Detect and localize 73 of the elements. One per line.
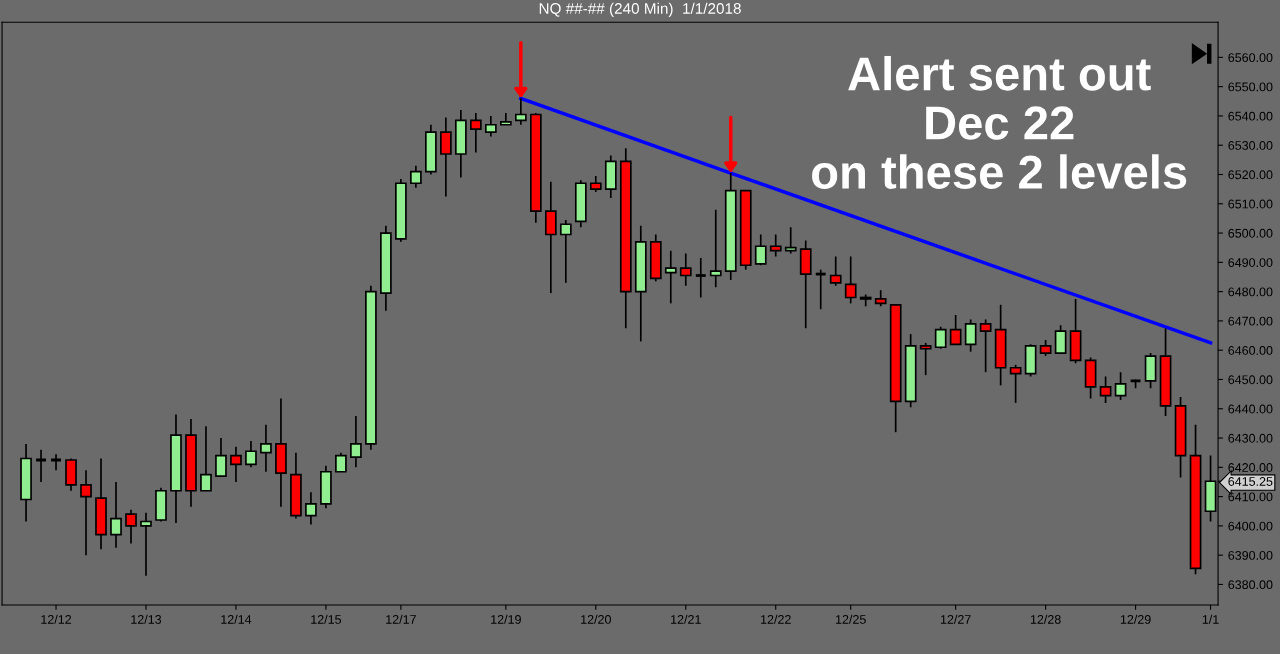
candlestick [694,257,708,299]
x-tick-label: 12/29 [1120,614,1151,624]
candlestick [440,116,452,198]
candlestick [1114,371,1127,401]
x-tick-label: 12/14 [221,614,252,624]
y-tick-label: 6480.00 [1228,287,1273,297]
candlestick [514,97,527,126]
candlestick [679,252,692,287]
candlestick [305,491,317,526]
x-tick-label: 12/13 [131,614,162,624]
candlestick [919,342,932,376]
x-tick-label: 12/17 [386,614,416,624]
y-tick-label: 6530.00 [1228,141,1273,150]
y-tick-label: 6540.00 [1228,111,1273,121]
candlestick [769,233,782,258]
y-tick-label: 6430.00 [1228,433,1273,443]
candlestick [754,233,767,267]
candlestick [949,314,962,346]
candlestick [335,451,347,473]
candlestick [260,424,272,473]
candlestick [484,115,497,138]
y-tick-label: 6460.00 [1228,346,1273,355]
candlestick [979,318,992,373]
candlestick [559,219,572,284]
candlestick [709,208,722,289]
candlestick [784,226,797,255]
candlestick [230,445,242,483]
y-tick-label: 6380.00 [1228,580,1273,590]
y-tick-label: 6400.00 [1228,521,1273,531]
candlestick [844,255,857,305]
y-tick-label: 6490.00 [1228,258,1273,267]
y-tick-label: 6390.00 [1228,550,1273,560]
candlestick [544,180,557,294]
candlestick [110,481,122,549]
y-tick-label: 6510.00 [1228,199,1273,209]
candlestick [469,112,482,154]
x-tick-label: 12/25 [836,614,866,624]
x-tick-label: 12/22 [761,614,791,624]
candlestick [200,425,212,492]
y-tick-label: 6550.00 [1228,82,1273,92]
candlestick [664,249,677,305]
candlestick [829,255,842,287]
candlestick [410,164,422,189]
y-tick-label: 6470.00 [1228,316,1273,326]
candlestick [350,415,362,469]
candlestick [934,325,947,350]
candlestick [1054,324,1067,354]
candlestick [1099,375,1112,404]
y-tick-label: 6450.00 [1228,375,1273,385]
y-tick-label: 6560.00 [1228,53,1273,63]
x-tick-label: 1/1 [1202,614,1219,624]
x-tick-label: 12/15 [311,614,342,624]
candlestick [125,508,137,545]
candlestick [964,318,977,353]
candlestick [245,440,257,469]
x-tick-label: 12/28 [1030,614,1061,624]
chart-title: NQ ##-## (240 Min) 1/1/2018 [539,2,741,17]
x-tick-label: 12/12 [41,614,72,624]
candlestick [140,511,152,577]
candlestick [215,437,227,477]
x-tick-label: 12/20 [581,614,611,624]
y-tick-label: 6500.00 [1228,228,1273,238]
y-tick-label: 6520.00 [1228,170,1273,180]
x-tick-label: 12/19 [491,614,521,624]
candlestick [80,469,92,557]
y-tick-label: 6420.00 [1228,463,1273,472]
y-tick-label: 6440.00 [1228,404,1273,414]
x-tick-label: 12/21 [671,614,701,624]
y-tick-label: 6415.25 [1228,477,1273,486]
annotation: Alert sent out Dec 22 on these 2 levels [812,55,1187,189]
candlestick [1009,364,1022,404]
x-tick-label: 12/27 [940,614,971,624]
y-tick-label: 6410.00 [1228,492,1273,502]
